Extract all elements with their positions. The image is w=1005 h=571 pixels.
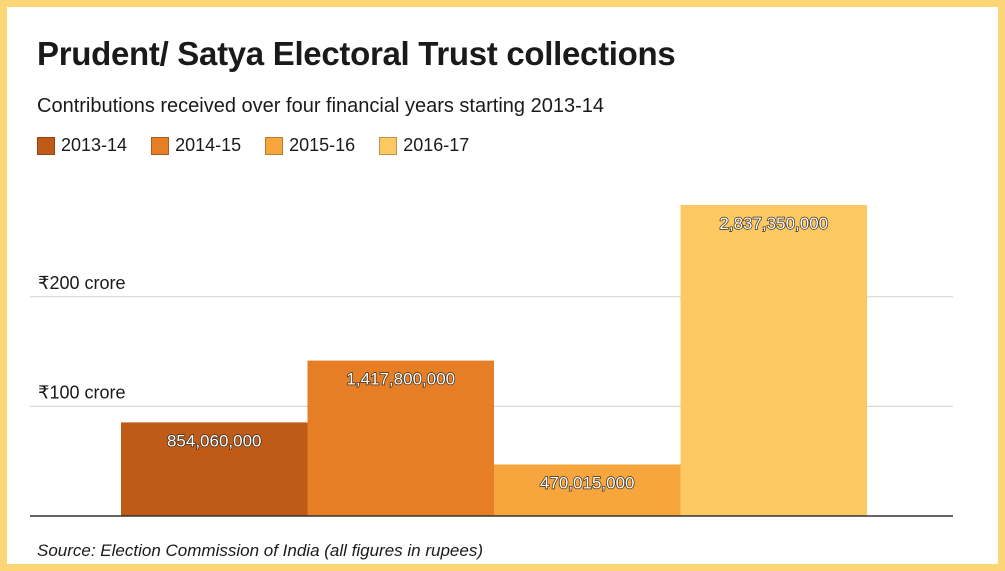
data-label-2013-14: 854,060,000 — [167, 431, 262, 450]
legend-item-2016-17: 2016-17 — [379, 135, 469, 156]
legend-label-2014-15: 2014-15 — [175, 135, 242, 155]
bar-2015-16 — [494, 464, 681, 516]
y-tick-label-1: ₹200 crore — [38, 273, 126, 293]
bar-2014-15 — [307, 360, 494, 516]
legend-label-2013-14: 2013-14 — [61, 135, 128, 155]
legend-item-2015-16: 2015-16 — [265, 135, 355, 156]
data-label-2014-15: 1,417,800,000 — [346, 370, 455, 389]
source-note: Source: Election Commission of India (al… — [37, 541, 483, 560]
legend-item-2014-15: 2014-15 — [151, 135, 241, 156]
legend-label-2016-17: 2016-17 — [403, 135, 470, 155]
bar-2016-17 — [680, 205, 867, 516]
data-label-2016-17: 2,837,350,000 — [719, 214, 828, 233]
chart-subtitle: Contributions received over four financi… — [37, 95, 604, 117]
y-tick-label-0: ₹100 crore — [38, 382, 126, 402]
bar-2013-14 — [121, 422, 308, 516]
legend-swatch-2014-15 — [151, 136, 170, 155]
legend: 2013-14 2014-15 2015-16 2016-17 — [37, 135, 493, 156]
legend-item-2013-14: 2013-14 — [37, 135, 127, 156]
chart-title: Prudent/ Satya Electoral Trust collectio… — [37, 35, 676, 72]
legend-swatch-2015-16 — [265, 136, 284, 155]
legend-swatch-2016-17 — [379, 136, 398, 155]
data-label-2015-16: 470,015,000 — [540, 473, 635, 492]
legend-swatch-2013-14 — [37, 136, 55, 155]
legend-label-2015-16: 2015-16 — [289, 135, 356, 155]
